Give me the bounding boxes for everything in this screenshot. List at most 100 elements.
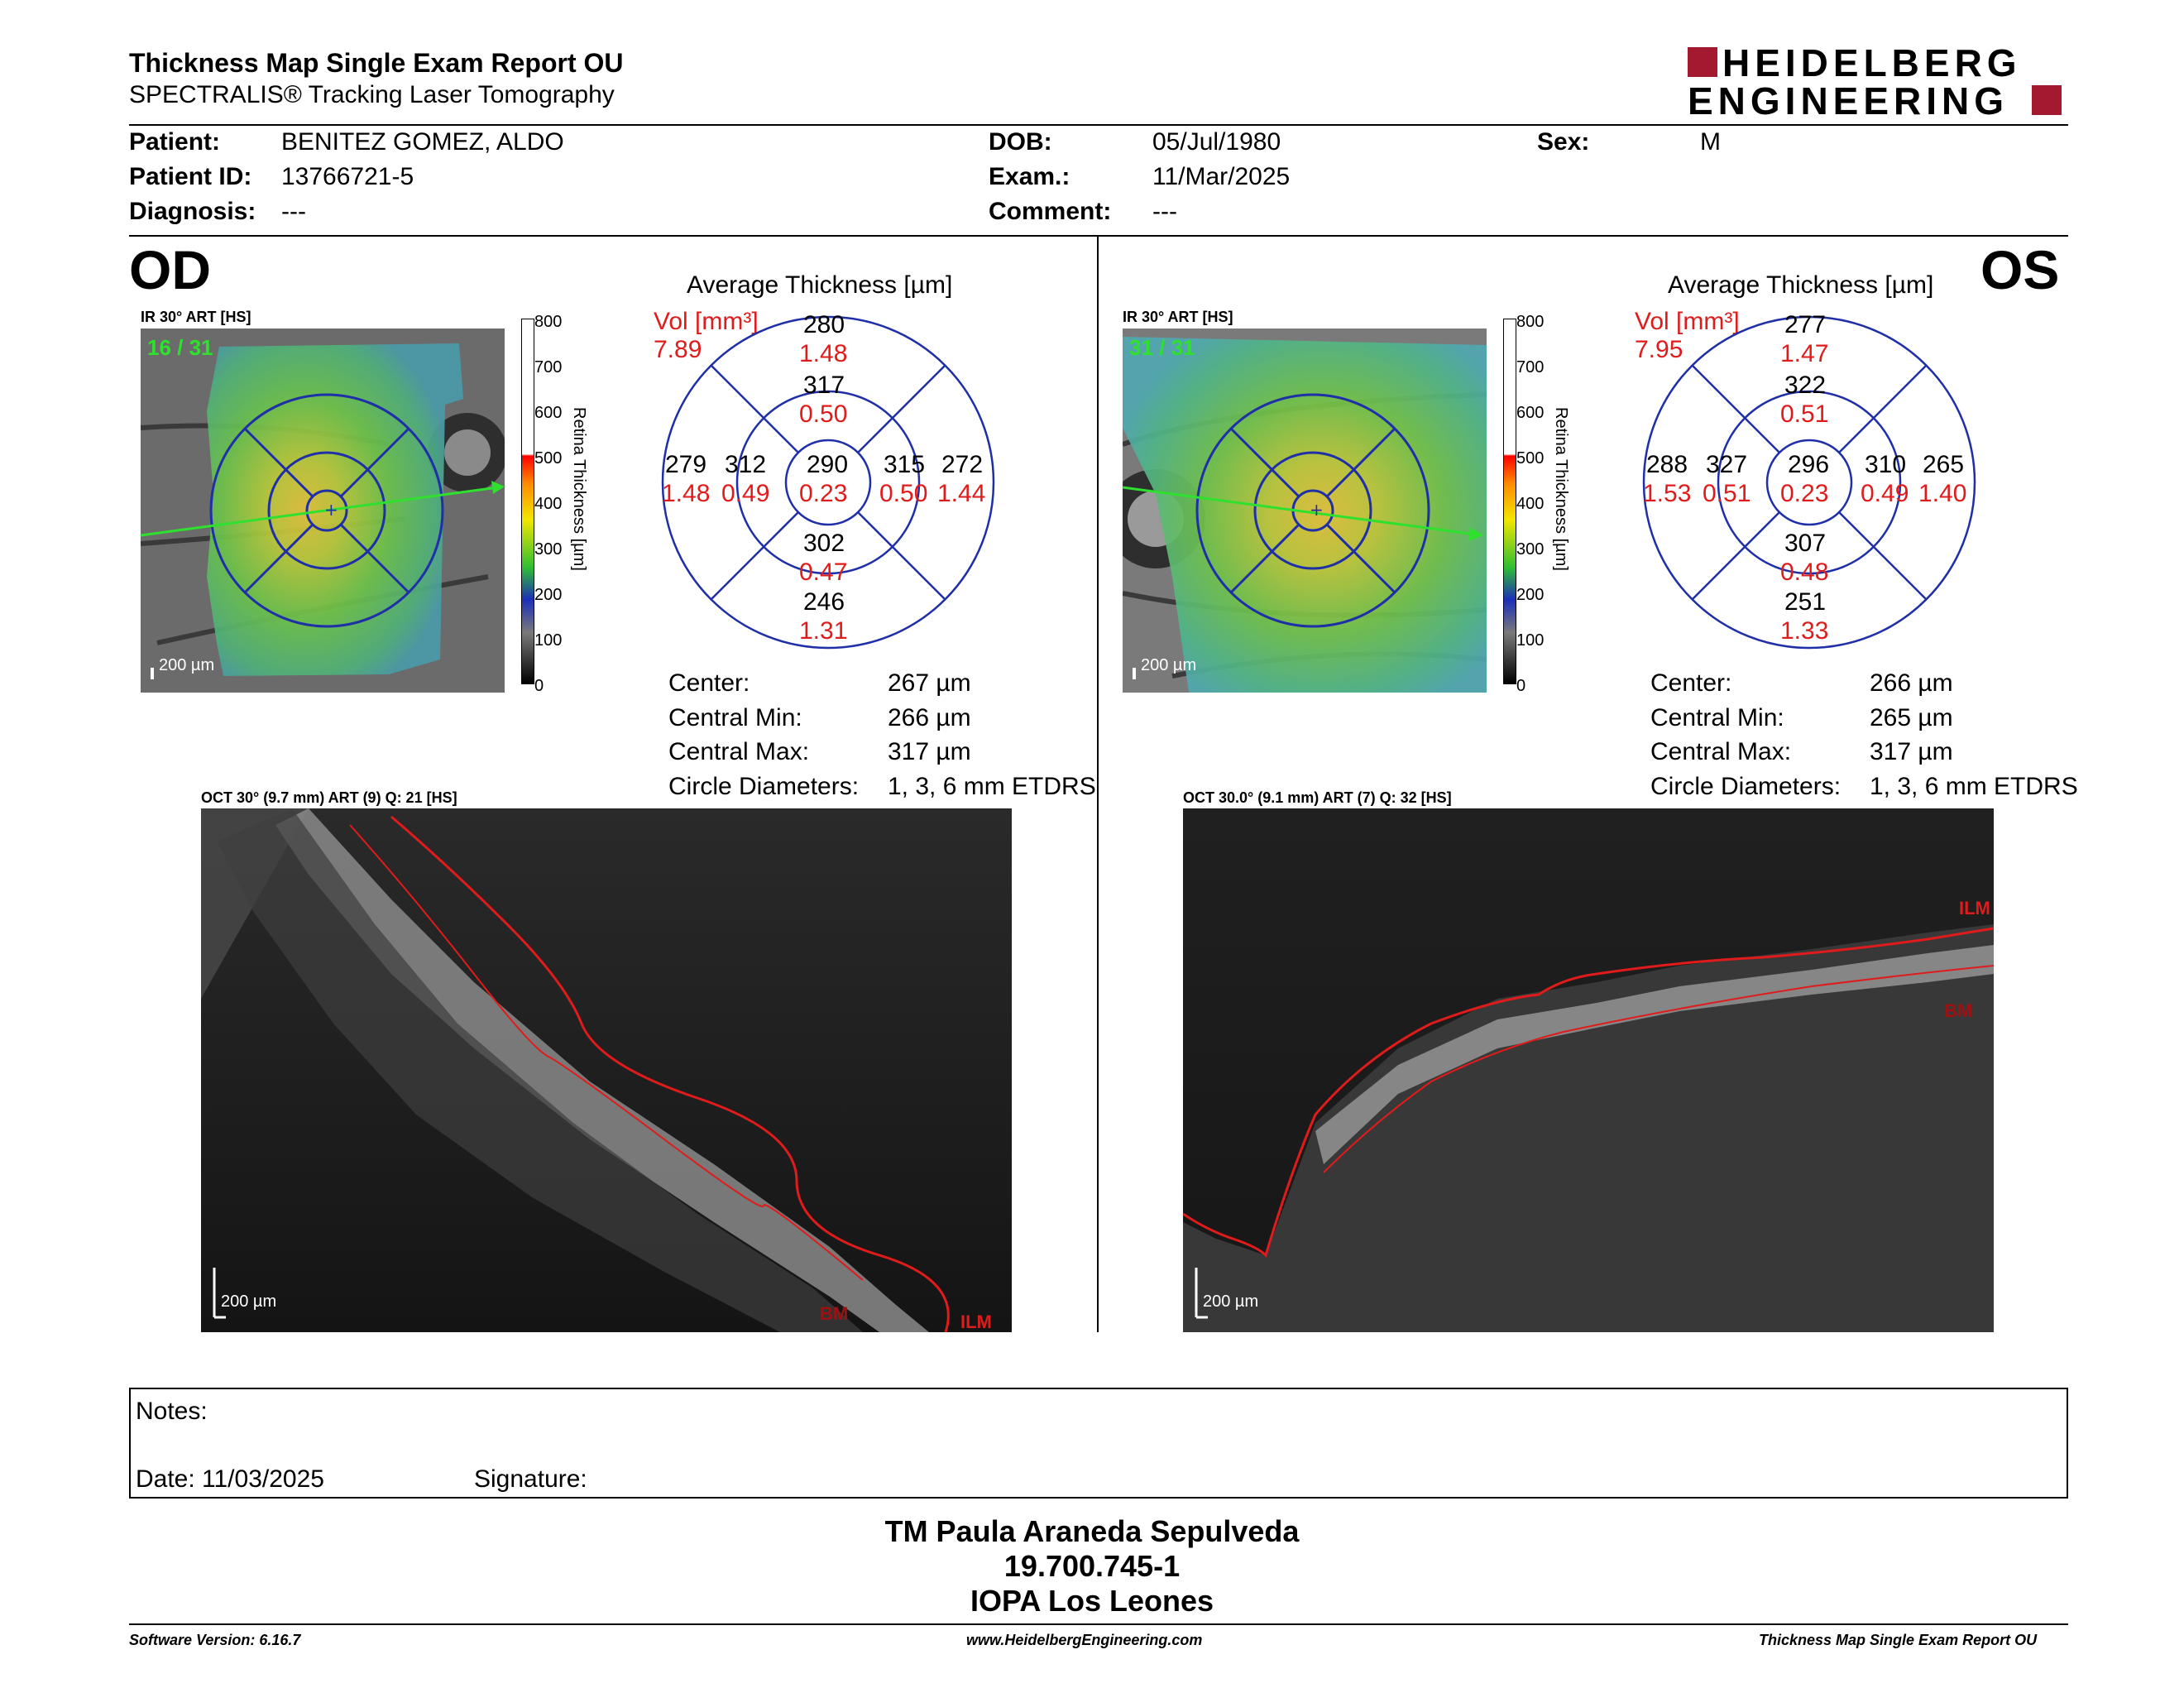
eye-divider (1097, 237, 1099, 1332)
os-outer-sup-thickness: 277 (1784, 311, 1827, 338)
os-ilm-label: ILM (1959, 898, 1990, 918)
os-avg-thickness-title: Average Thickness [µm] (1668, 271, 1934, 299)
od-bm-label: BM (820, 1303, 849, 1324)
diagnosis-value: --- (281, 198, 306, 225)
os-colorbar-ticks: 800 700 600 500 400 300 200 100 0 (1516, 313, 1558, 695)
os-center-label: Center: (1650, 669, 1732, 697)
os-ir-thickness-map: + 31 / 31 200 µm (1123, 328, 1487, 693)
svg-text:+: + (1310, 500, 1324, 520)
dob-value: 05/Jul/1980 (1152, 128, 1281, 156)
cb-tick: 200 (1516, 586, 1545, 604)
operator-rut: 19.700.745-1 (1003, 1549, 1181, 1583)
os-outer-nasal-volume: 1.40 (1918, 480, 1967, 507)
od-map-scalebar (151, 668, 154, 679)
od-inner-sup-volume: 0.50 (799, 400, 848, 428)
cb-tick: 100 (534, 631, 563, 650)
os-center-volume: 0.23 (1780, 480, 1829, 507)
logo-square-top (1688, 47, 1717, 77)
os-central-max-value: 317 µm (1870, 738, 1953, 765)
sex-value: M (1700, 128, 1721, 156)
patient-id: 13766721-5 (281, 163, 414, 190)
report-title: Thickness Map Single Exam Report OU (129, 48, 624, 78)
od-vol-label: Vol [mm³] (654, 308, 759, 335)
os-map-scale: 200 µm (1141, 656, 1197, 674)
notes-signature: Signature: (474, 1465, 587, 1493)
od-colorbar (521, 319, 534, 684)
os-vol-label: Vol [mm³] (1635, 308, 1740, 335)
od-colorbar-title: Retina Thickness [µm] (570, 407, 588, 571)
od-outer-inf-volume: 1.31 (799, 617, 848, 645)
cb-tick: 800 (1516, 313, 1545, 331)
comment-label: Comment: (989, 198, 1112, 225)
cb-tick: 600 (534, 404, 563, 422)
logo-square-bottom (2032, 85, 2062, 115)
os-outer-sup-volume: 1.47 (1780, 340, 1829, 367)
od-vol-total: 7.89 (654, 336, 702, 363)
os-circle-diam-label: Circle Diameters: (1650, 773, 1842, 800)
od-central-max-label: Central Max: (668, 738, 810, 765)
od-oct-bscan: 200 µm ILM BM (201, 808, 1012, 1332)
od-inner-inf-thickness: 302 (803, 530, 845, 557)
os-map-scalebar (1133, 668, 1136, 679)
os-inner-temp-volume: 0.51 (1703, 480, 1751, 507)
od-ilm-label: ILM (960, 1312, 992, 1332)
os-oct-scale: 200 µm (1203, 1292, 1259, 1311)
od-oct-label: OCT 30° (9.7 mm) ART (9) Q: 21 [HS] (201, 789, 457, 806)
os-eye-label: OS (1980, 239, 2060, 300)
od-outer-sup-volume: 1.48 (799, 340, 848, 367)
od-inner-inf-volume: 0.47 (799, 559, 848, 586)
od-center-value: 267 µm (888, 669, 971, 697)
od-circle-diam-value: 1, 3, 6 mm ETDRS (888, 773, 1096, 800)
od-inner-nasal-volume: 0.50 (879, 480, 928, 507)
cb-tick: 0 (534, 677, 544, 695)
od-frame-counter: 16 / 31 (147, 335, 213, 360)
footer-rule (129, 1623, 2068, 1625)
os-outer-inf-volume: 1.33 (1780, 617, 1829, 645)
notes-box[interactable]: Notes: Date: 11/03/2025 Signature: (129, 1388, 2068, 1499)
cb-tick: 400 (534, 495, 563, 513)
os-outer-temp-thickness: 288 (1646, 451, 1688, 478)
patient-label: Patient: (129, 128, 221, 156)
od-ir-label: IR 30° ART [HS] (141, 309, 251, 325)
diagnosis-label: Diagnosis: (129, 198, 256, 225)
patient-rule (129, 235, 2068, 237)
os-etdrs-grid (1640, 313, 1979, 652)
od-map-scale: 200 µm (159, 656, 215, 674)
cb-tick: 400 (1516, 495, 1545, 513)
od-central-max-value: 317 µm (888, 738, 971, 765)
institution-name: IOPA Los Leones (970, 1584, 1214, 1618)
od-outer-sup-thickness: 280 (803, 311, 845, 338)
od-circle-diam-label: Circle Diameters: (668, 773, 860, 800)
os-frame-counter: 31 / 31 (1129, 335, 1195, 360)
od-etdrs-grid (659, 313, 998, 652)
logo-line2: ENGINEERING (1688, 79, 2009, 122)
notes-date: Date: 11/03/2025 (136, 1465, 324, 1493)
footer-report-name: Thickness Map Single Exam Report OU (1759, 1632, 2038, 1648)
cb-tick: 100 (1516, 631, 1545, 650)
od-eye-label: OD (129, 239, 211, 300)
od-center-volume: 0.23 (799, 480, 848, 507)
notes-label: Notes: (136, 1398, 208, 1425)
os-inner-sup-volume: 0.51 (1780, 400, 1829, 428)
os-outer-nasal-thickness: 265 (1923, 451, 1965, 478)
os-ir-label: IR 30° ART [HS] (1123, 309, 1233, 325)
od-center-label: Center: (668, 669, 750, 697)
website-link[interactable]: www.HeidelbergEngineering.com (966, 1632, 1203, 1648)
os-circle-diam-value: 1, 3, 6 mm ETDRS (1870, 773, 2078, 800)
os-central-max-label: Central Max: (1650, 738, 1792, 765)
od-inner-temp-thickness: 312 (725, 451, 767, 478)
patient-id-label: Patient ID: (129, 163, 252, 190)
os-central-min-label: Central Min: (1650, 704, 1784, 731)
od-inner-nasal-thickness: 315 (884, 451, 926, 478)
od-outer-temp-volume: 1.48 (662, 480, 711, 507)
os-outer-inf-thickness: 251 (1784, 588, 1827, 616)
comment-value: --- (1152, 198, 1177, 225)
cb-tick: 800 (534, 313, 563, 331)
heidelberg-logo: HEIDELBERG ENGINEERING (1688, 44, 2068, 122)
os-inner-inf-thickness: 307 (1784, 530, 1827, 557)
report-subtitle: SPECTRALIS® Tracking Laser Tomography (129, 81, 615, 108)
os-inner-sup-thickness: 322 (1784, 372, 1827, 399)
os-center-value: 266 µm (1870, 669, 1953, 697)
header-rule (129, 124, 2068, 126)
svg-text:+: + (324, 500, 338, 520)
